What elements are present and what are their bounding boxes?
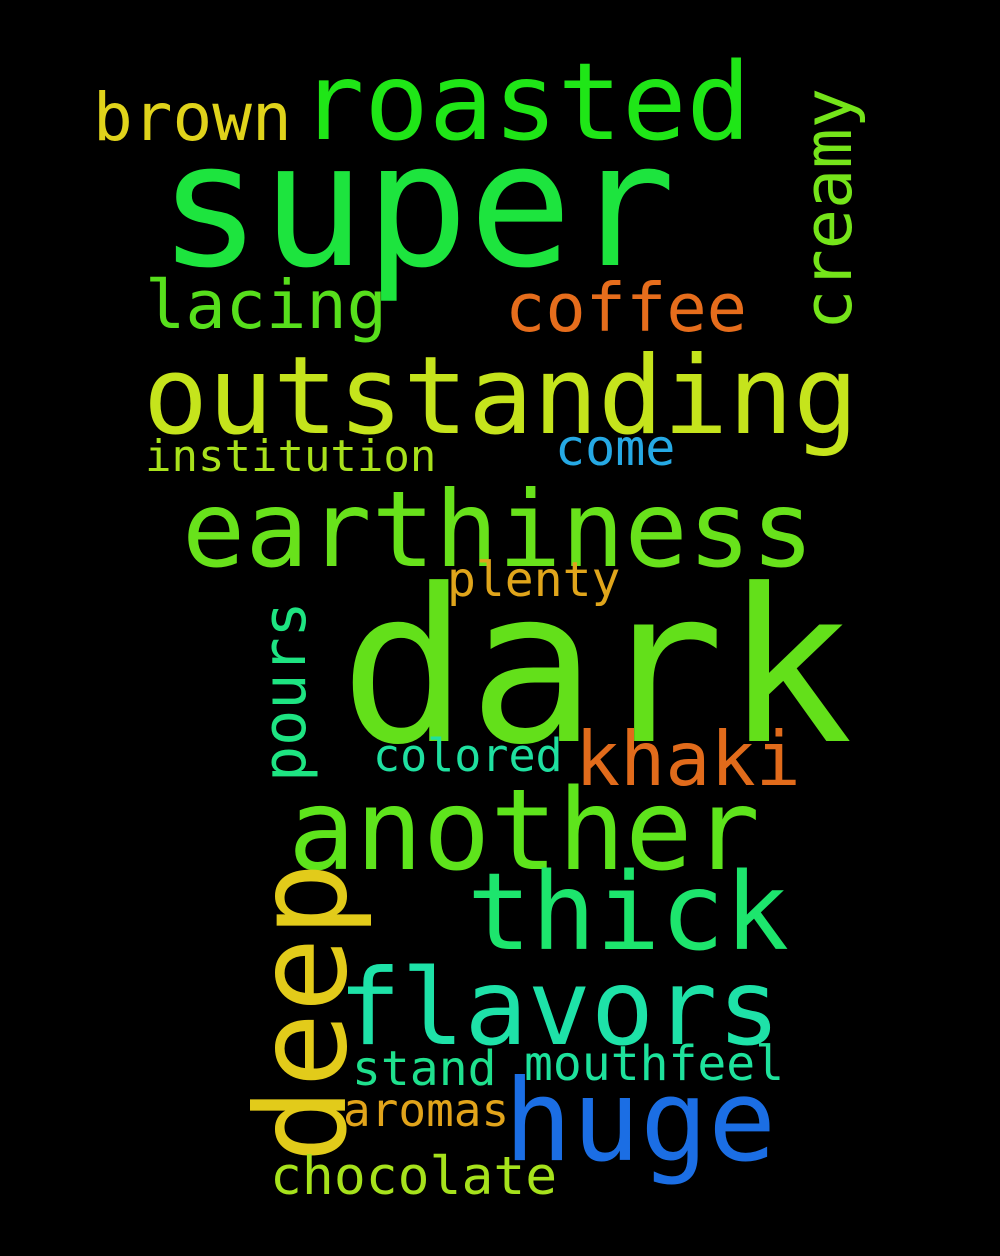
word-mouthfeel: mouthfeel	[524, 1036, 785, 1092]
word-lacing: lacing	[145, 266, 388, 344]
word-super: super	[158, 105, 676, 306]
word-outstanding: outstanding	[143, 334, 859, 459]
word-thick: thick	[467, 851, 790, 975]
word-earthiness: earthiness	[182, 469, 815, 591]
word-stand: stand	[352, 1041, 497, 1097]
word-colored: colored	[373, 729, 563, 782]
word-another: another	[288, 766, 761, 896]
word-chocolate: chocolate	[270, 1146, 558, 1207]
word-khaki: khaki	[575, 715, 801, 803]
word-come: come	[555, 419, 676, 477]
word-coffee: coffee	[505, 269, 748, 347]
word-brown: brown	[93, 79, 292, 156]
word-aromas: aromas	[343, 1083, 510, 1137]
word-pours: pours	[250, 601, 320, 782]
word-creamy: creamy	[789, 87, 867, 330]
word-roasted: roasted	[300, 41, 751, 165]
word-huge: huge	[504, 1055, 777, 1187]
word-dark: dark	[340, 544, 853, 792]
word-plenty: plenty	[447, 552, 621, 608]
word-flavors: flavors	[338, 947, 781, 1069]
word-institution: institution	[145, 431, 437, 482]
